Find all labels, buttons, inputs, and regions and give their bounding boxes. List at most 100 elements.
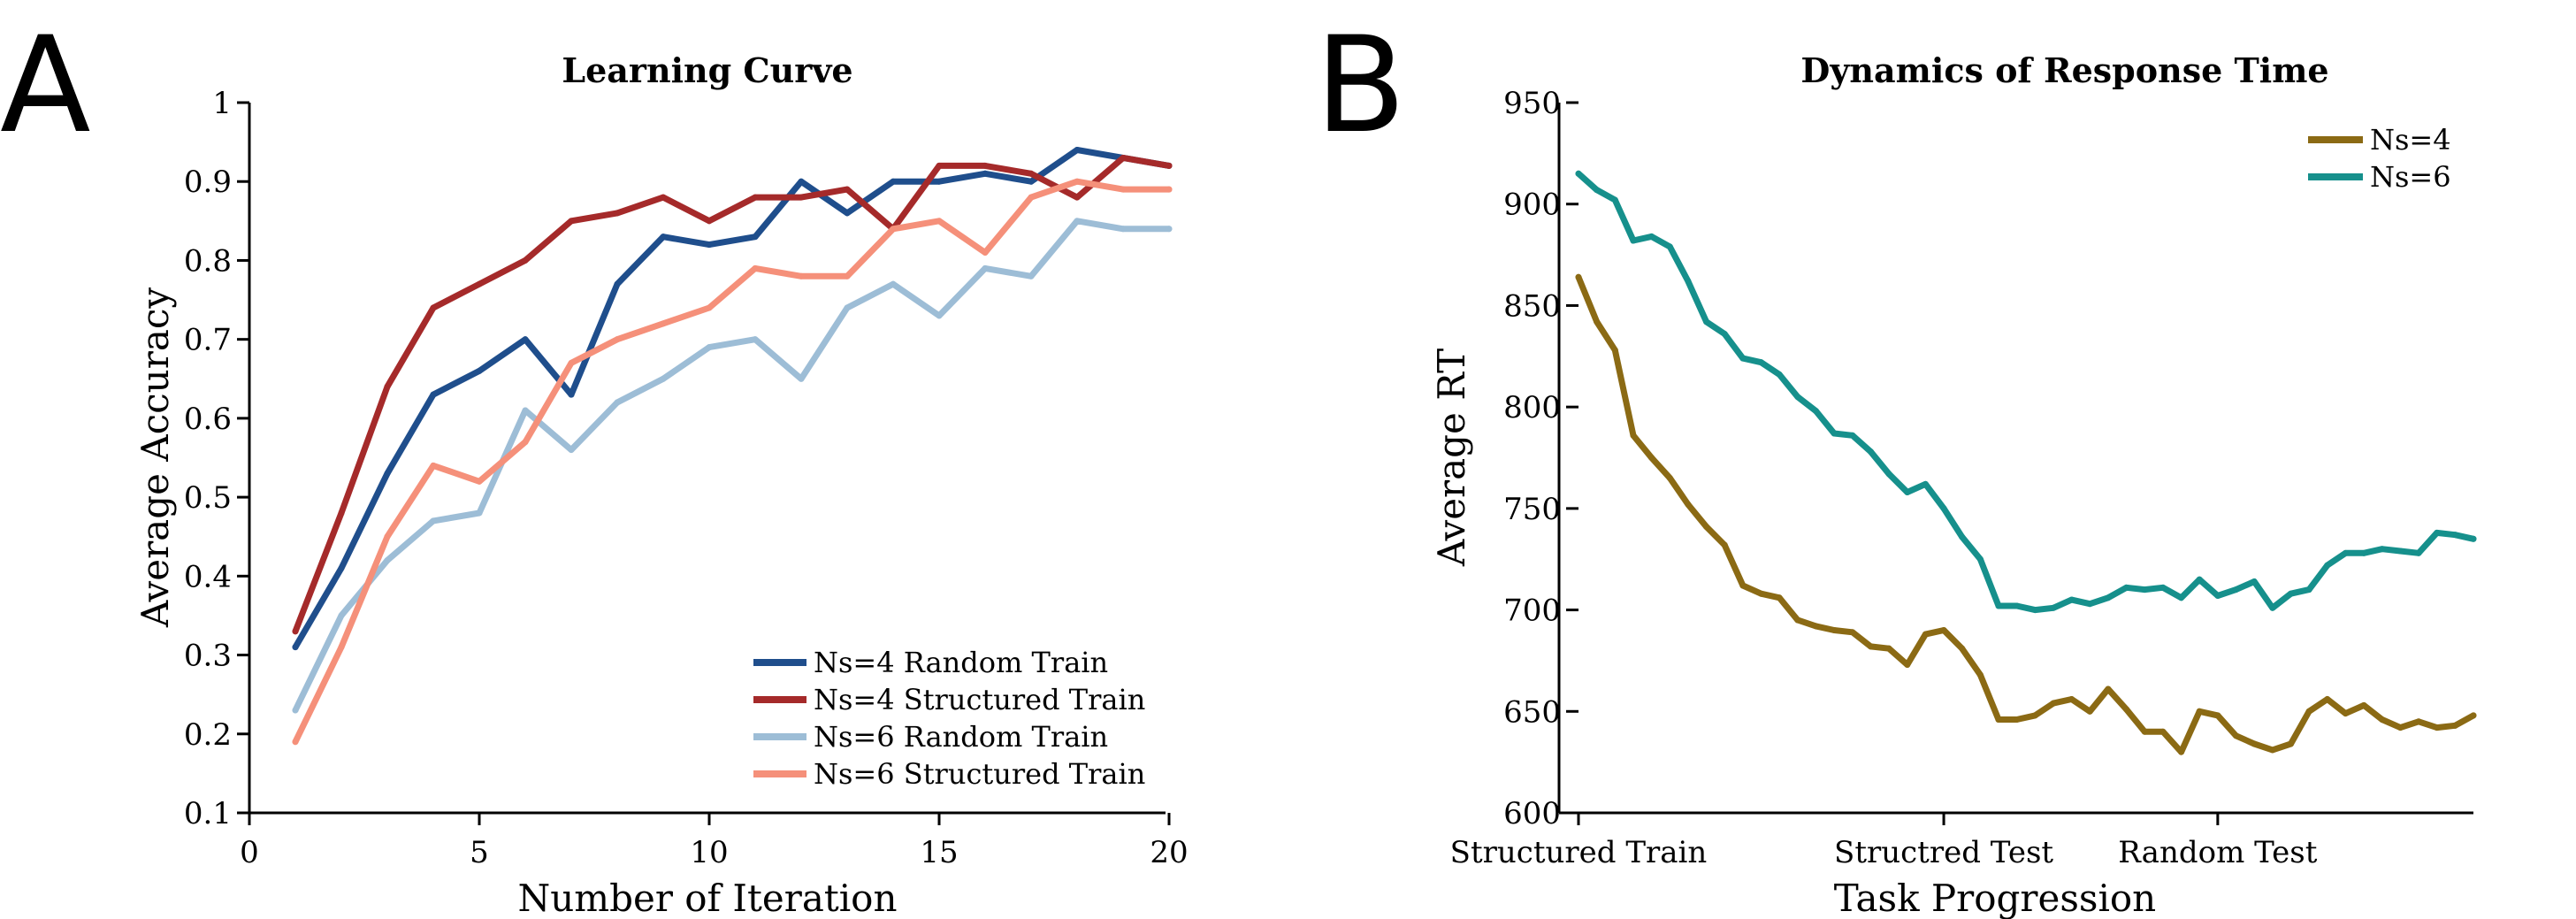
data-point bbox=[1166, 162, 1173, 169]
data-point bbox=[1904, 662, 1911, 669]
data-point bbox=[1976, 671, 1984, 678]
data-point bbox=[2451, 532, 2458, 539]
data-point bbox=[2159, 584, 2167, 591]
data-point bbox=[706, 304, 713, 311]
data-point bbox=[1976, 555, 1984, 563]
data-point bbox=[1074, 218, 1081, 225]
chart-a-title: Learning Curve bbox=[562, 50, 852, 90]
data-point bbox=[2233, 732, 2240, 739]
data-point bbox=[2305, 586, 2312, 594]
data-point bbox=[430, 304, 437, 311]
data-point bbox=[982, 249, 989, 257]
data-point bbox=[1831, 430, 1838, 437]
series-line-2 bbox=[292, 155, 1173, 635]
data-point bbox=[1611, 347, 1618, 354]
data-point bbox=[522, 439, 529, 446]
data-point bbox=[2178, 594, 2185, 601]
data-point bbox=[1922, 631, 1929, 638]
data-point bbox=[936, 162, 943, 169]
data-point bbox=[1685, 501, 1692, 508]
data-point bbox=[844, 304, 851, 311]
data-point bbox=[292, 707, 299, 714]
data-point bbox=[1074, 147, 1081, 154]
data-point bbox=[890, 226, 897, 233]
data-point bbox=[2324, 696, 2331, 703]
data-point bbox=[1166, 226, 1173, 233]
chart-b-y-ticks: 600 650 700 750 800 850 900 950 bbox=[1503, 86, 1578, 831]
data-point bbox=[982, 170, 989, 177]
data-point bbox=[844, 210, 851, 217]
data-point bbox=[2233, 586, 2240, 594]
y-tick-label: 950 bbox=[1503, 86, 1561, 121]
data-point bbox=[660, 375, 667, 382]
data-point bbox=[844, 186, 851, 193]
data-point bbox=[1721, 331, 1728, 338]
data-point bbox=[384, 533, 391, 540]
y-tick-label: 0.3 bbox=[184, 639, 232, 674]
data-point bbox=[1028, 178, 1035, 185]
data-point bbox=[2470, 712, 2477, 719]
data-point bbox=[614, 210, 621, 217]
data-point bbox=[1074, 194, 1081, 201]
data-point bbox=[1794, 616, 1801, 624]
data-point bbox=[2434, 724, 2441, 731]
x-tick-label: 20 bbox=[1150, 835, 1188, 870]
data-point bbox=[1028, 170, 1035, 177]
data-point bbox=[1630, 432, 1637, 439]
data-point bbox=[522, 336, 529, 343]
data-point bbox=[1940, 627, 1947, 634]
data-point bbox=[936, 312, 943, 319]
data-point bbox=[2451, 722, 2458, 729]
data-point bbox=[2159, 728, 2167, 735]
data-point bbox=[1794, 394, 1801, 401]
data-point bbox=[2360, 549, 2367, 556]
data-point bbox=[476, 478, 483, 485]
chart-b-title: Dynamics of Response Time bbox=[1800, 50, 2328, 90]
data-point bbox=[292, 628, 299, 635]
data-point bbox=[2396, 548, 2404, 555]
data-point bbox=[2287, 590, 2294, 597]
data-point bbox=[2068, 596, 2075, 603]
data-point bbox=[798, 375, 805, 382]
data-point bbox=[338, 509, 345, 517]
data-point bbox=[568, 391, 575, 398]
data-point bbox=[2324, 562, 2331, 569]
data-point bbox=[1776, 371, 1783, 378]
data-point bbox=[430, 517, 437, 525]
x-tick-label: 15 bbox=[920, 835, 958, 870]
data-point bbox=[706, 241, 713, 249]
data-point bbox=[2086, 601, 2093, 608]
chart-a-x-ticks: 0 5 10 15 20 bbox=[240, 813, 1189, 870]
y-tick-label: 0.1 bbox=[184, 796, 232, 831]
data-point bbox=[2470, 535, 2477, 542]
data-point bbox=[522, 257, 529, 264]
series-line-1 bbox=[1575, 273, 2477, 755]
data-point bbox=[1594, 187, 1601, 194]
data-point bbox=[1575, 170, 1582, 177]
panel-a: A Learning Curve 0.10.20.30.40.50.60.70.… bbox=[0, 9, 1189, 919]
data-point bbox=[1922, 480, 1929, 487]
data-point bbox=[2141, 586, 2148, 594]
data-point bbox=[2251, 578, 2258, 585]
data-point bbox=[1666, 474, 1673, 481]
data-point bbox=[1995, 716, 2002, 723]
panel-b: B Dynamics of Response Time 600 650 700 750… bbox=[1315, 9, 2477, 919]
data-point bbox=[890, 280, 897, 287]
chart-b-x-axis-label: Task Progression bbox=[1834, 877, 2156, 919]
chart-b-y-axis-label: Average RT bbox=[1430, 348, 1473, 567]
data-point bbox=[430, 391, 437, 398]
data-point bbox=[1904, 489, 1911, 496]
chart-a-x-axis-label: Number of Iteration bbox=[517, 877, 897, 919]
data-point bbox=[1120, 154, 1127, 161]
data-point bbox=[752, 234, 759, 241]
y-tick-label: 1 bbox=[212, 86, 232, 121]
data-point bbox=[1812, 623, 1819, 630]
data-point bbox=[1940, 505, 1947, 512]
data-point bbox=[614, 280, 621, 287]
data-point bbox=[1120, 226, 1127, 233]
data-point bbox=[844, 272, 851, 280]
data-point bbox=[338, 564, 345, 571]
data-point bbox=[476, 280, 483, 287]
chart-b-legend: Ns=4Ns=6 bbox=[2308, 123, 2451, 194]
y-tick-label: 0.5 bbox=[184, 480, 232, 516]
